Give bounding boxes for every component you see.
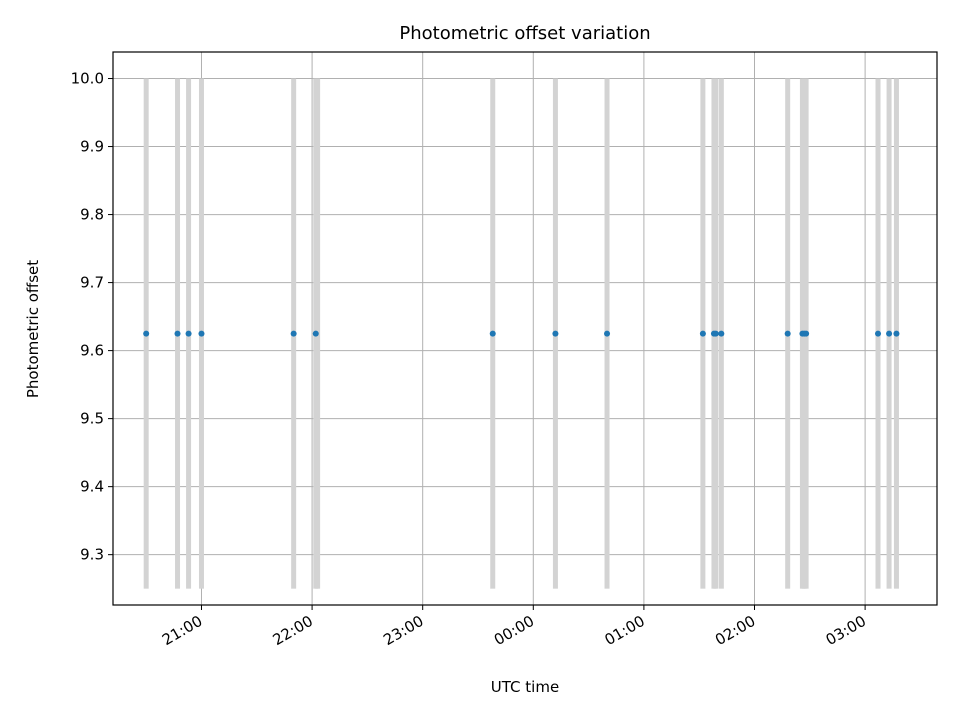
y-tick-label: 9.4 <box>80 478 104 496</box>
data-point <box>718 330 725 337</box>
data-point <box>893 330 900 337</box>
y-tick-label: 9.6 <box>80 342 104 360</box>
plot-frame <box>112 51 938 606</box>
y-tick-label: 9.7 <box>80 274 104 292</box>
chart-title: Photometric offset variation <box>399 23 650 44</box>
data-point <box>699 330 706 337</box>
data-point <box>784 330 791 337</box>
data-point <box>552 330 559 337</box>
data-point <box>174 330 181 337</box>
data-point <box>290 330 297 337</box>
y-tick-label: 9.8 <box>80 206 104 224</box>
x-axis-title: UTC time <box>491 678 559 696</box>
data-point <box>489 330 496 337</box>
data-points <box>143 330 900 337</box>
data-point <box>604 330 611 337</box>
data-point <box>143 330 150 337</box>
data-point <box>198 330 205 337</box>
data-point <box>803 330 810 337</box>
data-point <box>886 330 893 337</box>
y-axis-ticks: 9.3 9.4 9.5 9.6 9.7 9.8 9.9 10.0 <box>71 70 113 564</box>
data-point <box>312 330 319 337</box>
data-point <box>185 330 192 337</box>
y-tick-label: 9.9 <box>80 138 104 156</box>
y-tick-label: 10.0 <box>71 70 104 88</box>
data-point <box>712 330 719 337</box>
data-point <box>875 330 882 337</box>
y-tick-label: 9.5 <box>80 410 104 428</box>
y-tick-label: 9.3 <box>80 546 104 564</box>
y-axis-title: Photometric offset <box>24 260 42 398</box>
